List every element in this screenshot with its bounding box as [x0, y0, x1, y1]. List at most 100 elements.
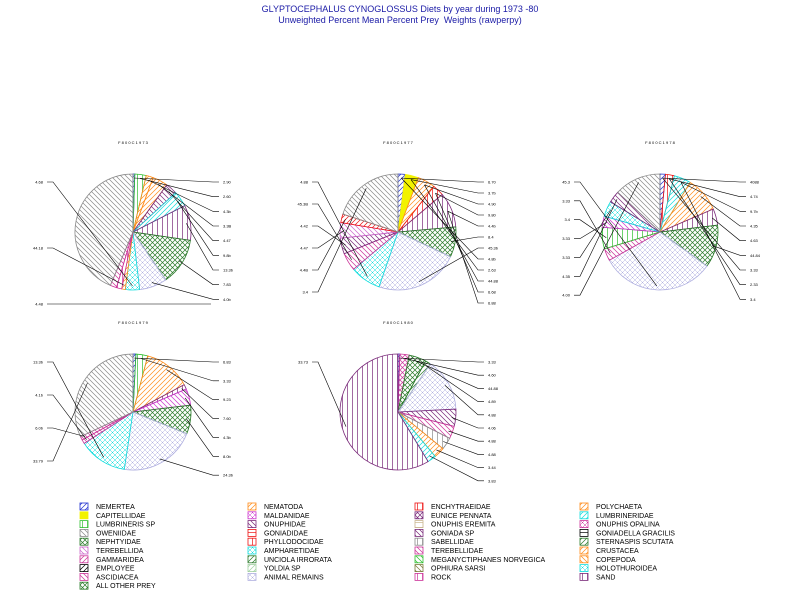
leader-line [184, 397, 219, 438]
pie-group: F 8 0 0 C 1 9 7 3 2.90 2.60 4.3b 3.3B 4.47 9.8… [33, 140, 761, 483]
slice-value-label: 44.84 [750, 253, 761, 258]
slice-value-label: 8.4 [488, 235, 494, 240]
slice-value-label: 4.89 [488, 399, 497, 404]
slice-value-label: 4.1b [35, 393, 44, 398]
slice-value-label: 4.60 [488, 373, 497, 378]
pie-title: F 8 0 0 C 1 9 8 0 [383, 320, 414, 325]
legend-item-nemertea: NEMERTEA [79, 502, 135, 511]
legend-item-enchytraeidae: ENCHYTRAEIDAE [414, 502, 491, 511]
slice-value-label: 2.90 [223, 180, 232, 185]
legend-label: ONUPHIS EREMITA [431, 522, 496, 529]
legend-swatch [247, 555, 257, 564]
legend-swatch [247, 511, 257, 520]
legend-label: GONIADIDAE [264, 530, 308, 537]
leader-line [574, 199, 618, 277]
slice-value-label: 4.48 [35, 302, 44, 307]
legend-label: STERNASPIS SCUTATA [596, 539, 674, 546]
leader-line [416, 360, 484, 389]
legend-label: ONUPHIDAE [264, 522, 306, 529]
legend-item-copepoda: COPEPODA [579, 555, 636, 564]
leader-line [312, 230, 345, 249]
slice-value-label: 13.3b [223, 268, 234, 273]
leader-line [148, 180, 219, 212]
slice-value-label: 4.3b [223, 435, 232, 440]
slice-value-label: 3.33 [562, 198, 571, 203]
leader-line [186, 223, 219, 271]
slice-value-label: 4.4B [300, 268, 309, 273]
pie-slice-animal-remains [123, 411, 188, 471]
pie-slice-animal-remains [608, 231, 708, 291]
slice-value-label: 4.3b [223, 209, 232, 214]
leader-line [680, 182, 746, 300]
slice-value-label: 4.74 [750, 194, 759, 199]
leader-line [410, 179, 484, 271]
leader-line [435, 192, 484, 293]
leader-line [574, 210, 611, 258]
leader-line [133, 177, 219, 183]
legend-label: EMPLOYEE [96, 566, 135, 573]
leader-line [47, 394, 87, 440]
slice-value-label: 13.3b [33, 360, 44, 365]
legend-label: MALDANIDAE [264, 513, 310, 520]
leader-line [312, 181, 368, 277]
legend-swatch [414, 573, 424, 581]
slice-value-label: 6.0b [35, 426, 44, 431]
slice-value-label: 4.00 [562, 293, 571, 298]
slice-value-label: 4.88 [488, 452, 497, 457]
pie-chart-3: F 8 0 0 C 1 9 7 8 4088 4.74 9.7b 4.35 4.63 44.… [562, 140, 761, 302]
slice-value-label: 2.60 [223, 194, 232, 199]
legend-item-goniadella-gracilis: GONIADELLA GRACILIS [579, 529, 675, 537]
leader-line [669, 178, 746, 285]
pie-title: F 8 0 0 C 1 9 7 3 [118, 140, 149, 145]
slice-value-label: 45.3B [298, 202, 309, 207]
legend-item-rock: ROCK [414, 573, 452, 581]
leader-line [574, 200, 611, 254]
legend-swatch [247, 502, 257, 511]
slice-value-label: 44.18 [33, 246, 44, 251]
legend-label: ROCK [431, 574, 452, 581]
leader-line [425, 365, 484, 402]
pie-chart-1: F 8 0 0 C 1 9 7 3 2.90 2.60 4.3b 3.3B 4.47 9.8… [33, 140, 234, 307]
leader-line [424, 184, 484, 205]
leader-line [186, 418, 219, 457]
legend-item-goniada-sp: GONIADA SP [414, 529, 475, 537]
legend-item-all-other-prey: ALL OTHER PREY [79, 581, 156, 590]
legend-item-terebellidae: TEREBELLIDAE [414, 546, 483, 555]
slice-value-label: 44.88 [488, 279, 499, 284]
leader-line [712, 245, 746, 256]
legend-item-onuphidae: ONUPHIDAE [247, 520, 306, 529]
chart-titles: GLYPTOCEPHALUS CYNOGLOSSUS Diets by year… [0, 4, 800, 26]
legend-item-crustacea: CRUSTACEA [579, 546, 639, 555]
slice-value-label: 7.60 [223, 416, 232, 421]
legend-label: NEMATODA [264, 504, 303, 511]
leader-line [711, 217, 746, 241]
slice-value-label: 33.73 [298, 360, 309, 365]
legend-swatch [247, 529, 257, 537]
legend-label: MEGANYCTIPHANES NORVEGICA [431, 557, 546, 564]
legend-swatch [247, 546, 257, 555]
legend-swatch [247, 520, 257, 528]
leader-line [177, 201, 219, 256]
legend-swatch [579, 564, 589, 572]
legend-swatch [579, 502, 589, 511]
pie-title: F 8 0 0 C 1 9 7 9 [118, 320, 149, 325]
legend-swatch [414, 546, 424, 555]
legend-item-capitellidae: CAPITELLIDAE [79, 511, 146, 520]
legend-item-sand: SAND [579, 573, 615, 581]
leader-line [447, 210, 484, 227]
slice-value-label: 45.3 [562, 180, 571, 185]
slice-value-label: 3.83 [488, 478, 497, 483]
legend-label: ENCHYTRAEIDAE [431, 504, 491, 511]
slice-value-label: 4.90 [488, 202, 497, 207]
slice-value-label: 8.0b [223, 454, 232, 459]
leader-line [312, 361, 347, 427]
legend-label: POLYCHAETA [596, 504, 642, 511]
leader-line [429, 455, 484, 482]
leader-line [435, 192, 484, 216]
slice-value-label: 6.68 [488, 290, 497, 295]
legend-swatch [579, 546, 589, 555]
legend-label: ANIMAL REMAINS [264, 574, 324, 581]
slice-value-label: 2.33 [750, 282, 759, 287]
slice-value-label: 45.3b [488, 246, 499, 251]
pie-slice-oweniidae [342, 173, 399, 233]
